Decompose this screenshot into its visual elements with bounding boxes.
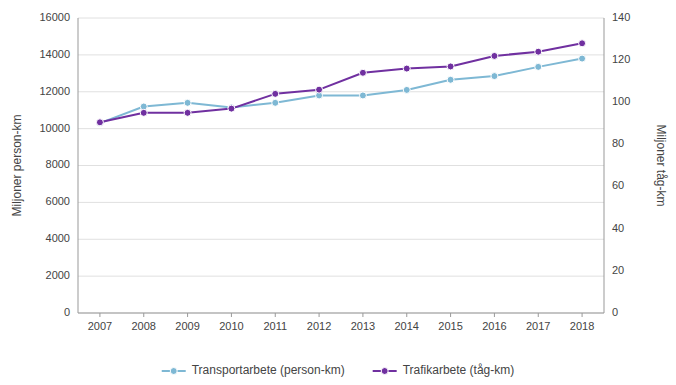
x-tick [231, 313, 232, 317]
point [579, 55, 586, 62]
x-tick-label: 2014 [395, 320, 419, 332]
plot-area [96, 40, 585, 127]
point [272, 90, 279, 97]
x-tick [582, 313, 583, 317]
x-tick-label: 2010 [219, 320, 243, 332]
x-tick-label: 2017 [526, 320, 550, 332]
legend-marker [170, 368, 177, 375]
x-tick [450, 313, 451, 317]
series-line [100, 43, 582, 122]
grid-line [78, 202, 604, 203]
point [359, 92, 366, 99]
y-tick-label: 16000 [39, 11, 70, 23]
x-tick-label: 2012 [307, 320, 331, 332]
grid-line [78, 276, 604, 277]
x-axis-line [78, 313, 604, 314]
legend-label: Trafikarbete (tåg-km) [403, 363, 515, 377]
x-tick [319, 313, 320, 317]
y-tick-label: 8000 [46, 158, 70, 170]
x-tick-label: 2009 [175, 320, 199, 332]
x-tick-label: 2007 [88, 320, 112, 332]
y2-axis-label: Miljoner tåg-km [654, 124, 668, 206]
x-tick [143, 313, 144, 317]
point [491, 73, 498, 80]
series [96, 55, 585, 127]
y2-tick-label: 60 [612, 179, 624, 191]
point [184, 99, 191, 106]
x-tick-label: 2011 [263, 320, 287, 332]
point [359, 69, 366, 76]
x-tick-label: 2018 [570, 320, 594, 332]
y-tick-label: 14000 [39, 48, 70, 60]
y-tick-label: 12000 [39, 85, 70, 97]
x-tick [275, 313, 276, 317]
y2-tick-label: 20 [612, 264, 624, 276]
y2-tick-label: 40 [612, 222, 624, 234]
grid-line [78, 313, 604, 314]
point [447, 76, 454, 83]
grid-line [78, 128, 604, 129]
y-tick-label: 2000 [46, 269, 70, 281]
y2-tick-label: 140 [612, 11, 630, 23]
x-tick [362, 313, 363, 317]
point [272, 99, 279, 106]
axes: 0 2000 4000 6000 8000 10000 12000 14000 16000 0 20… [10, 11, 668, 332]
x-tick [99, 313, 100, 317]
x-tick-label: 2013 [351, 320, 375, 332]
x-tick [494, 313, 495, 317]
y2-tick-label: 120 [612, 53, 630, 65]
point [447, 63, 454, 70]
y-tick-label: 4000 [46, 232, 70, 244]
point [96, 119, 103, 126]
grid-line [78, 54, 604, 55]
series [96, 40, 585, 126]
point [403, 86, 410, 93]
x-tick [187, 313, 188, 317]
point [403, 65, 410, 72]
point [316, 86, 323, 93]
point [228, 105, 235, 112]
x-tick [406, 313, 407, 317]
grid-line [78, 239, 604, 240]
point [491, 52, 498, 59]
grid-line [78, 91, 604, 92]
y-tick-label: 10000 [39, 122, 70, 134]
y2-tick-label: 100 [612, 95, 630, 107]
page: {"chart_data": {"type": "line", "x": [20… [0, 0, 676, 385]
point [579, 40, 586, 47]
y2-tick-label: 80 [612, 137, 624, 149]
y-tick-label: 0 [64, 306, 70, 318]
x-tick-label: 2015 [438, 320, 462, 332]
chart: 0 2000 4000 6000 8000 10000 12000 14000 16000 0 20… [0, 0, 676, 385]
grid-line [78, 18, 604, 19]
legend-marker [381, 368, 388, 375]
y-axis-line [78, 18, 79, 313]
y-tick-label: 6000 [46, 195, 70, 207]
x-tick-label: 2016 [482, 320, 506, 332]
y2-tick-label: 0 [612, 306, 618, 318]
grid-line [78, 165, 604, 166]
point [184, 109, 191, 116]
y-axis-label: Miljoner person-km [10, 114, 24, 216]
grid [78, 18, 604, 313]
legend: Transportarbete (person-km) Trafikarbete … [162, 363, 515, 377]
point [535, 48, 542, 55]
x-tick-label: 2008 [132, 320, 156, 332]
point [535, 63, 542, 70]
point [96, 120, 103, 127]
legend-item: Trafikarbete (tåg-km) [373, 363, 515, 377]
legend-label: Transportarbete (person-km) [192, 363, 345, 377]
legend-item: Transportarbete (person-km) [162, 363, 345, 377]
y2-axis-line [604, 18, 605, 313]
x-tick [538, 313, 539, 317]
point [140, 109, 147, 116]
